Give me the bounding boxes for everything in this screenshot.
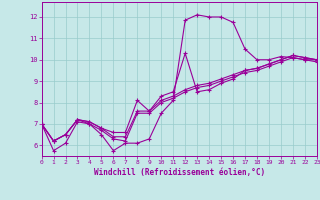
X-axis label: Windchill (Refroidissement éolien,°C): Windchill (Refroidissement éolien,°C): [94, 168, 265, 177]
